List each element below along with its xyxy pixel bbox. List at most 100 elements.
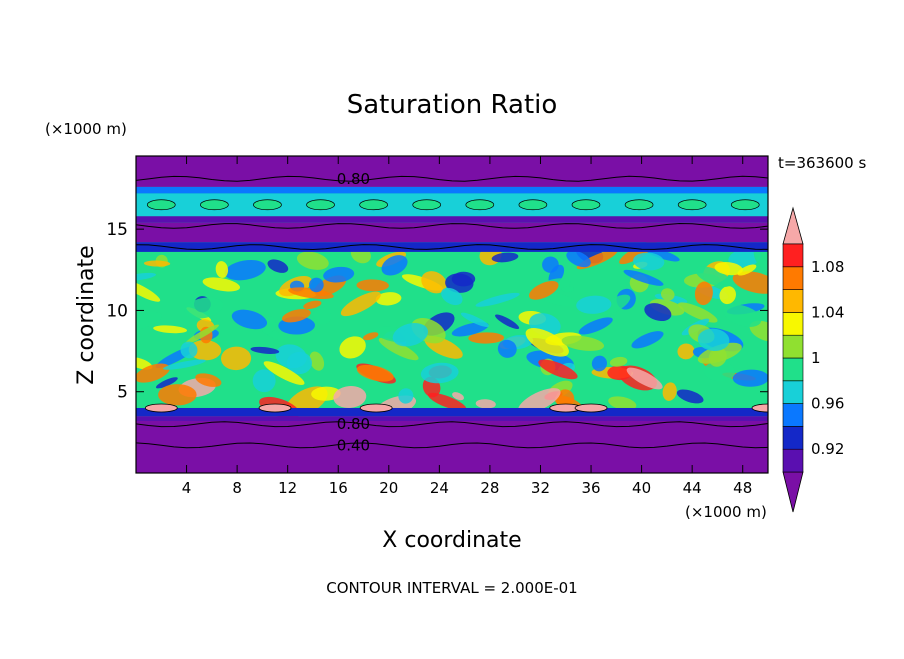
field-patch bbox=[267, 259, 289, 273]
contour-lines bbox=[136, 175, 768, 449]
turbulence-field bbox=[136, 240, 768, 419]
field-patch bbox=[313, 307, 332, 325]
field-patch bbox=[607, 365, 632, 381]
colorbar-bottom-arrow bbox=[782, 471, 804, 513]
lower-warm-spot bbox=[751, 403, 768, 413]
field-patch bbox=[356, 364, 394, 382]
colorbar: 0.92 0.96 1 1.04 1.08 bbox=[782, 206, 844, 513]
field-patch bbox=[309, 277, 324, 293]
field-patch bbox=[375, 292, 402, 306]
field-patch bbox=[381, 255, 408, 276]
contour-label: 0.40 bbox=[337, 436, 370, 454]
field-patch bbox=[475, 399, 496, 409]
field-patch bbox=[215, 261, 229, 278]
band-layer bbox=[136, 186, 768, 194]
field-patch bbox=[250, 346, 280, 354]
x-tick-label: 48 bbox=[733, 479, 752, 497]
upper-eddy bbox=[200, 199, 229, 211]
lower-warm-spot bbox=[258, 403, 292, 413]
field-patch bbox=[362, 332, 379, 341]
contour-interval-footer: CONTOUR INTERVAL = 2.000E-01 bbox=[326, 579, 577, 597]
band-layer bbox=[136, 416, 768, 421]
field-patch bbox=[703, 361, 736, 382]
upper-eddy bbox=[571, 199, 601, 211]
field-patch bbox=[697, 328, 730, 351]
field-patch bbox=[525, 328, 569, 357]
field-patch bbox=[340, 291, 381, 317]
x-unit-label: (×1000 m) bbox=[685, 503, 767, 521]
x-tick-label: 32 bbox=[531, 479, 550, 497]
field-patch bbox=[631, 331, 664, 349]
lower-warm-spot bbox=[574, 403, 608, 413]
field-patch bbox=[136, 356, 153, 370]
field-patch bbox=[732, 271, 768, 294]
colorbar-label: 1 bbox=[811, 349, 821, 367]
band-layer bbox=[136, 216, 768, 223]
chart-title: Saturation Ratio bbox=[347, 90, 558, 120]
field-patch bbox=[136, 363, 170, 383]
field-patch bbox=[220, 346, 252, 371]
field-patch bbox=[286, 351, 313, 375]
colorbar-segment bbox=[782, 380, 804, 404]
band-layer bbox=[136, 420, 768, 473]
x-tick-label: 16 bbox=[329, 479, 348, 497]
field-patch bbox=[281, 309, 311, 323]
field-patch bbox=[578, 317, 613, 335]
field-patch bbox=[136, 279, 161, 302]
field-patch bbox=[288, 287, 334, 300]
field-patch bbox=[311, 386, 341, 401]
field-patch bbox=[398, 388, 414, 404]
upper-eddy bbox=[412, 199, 442, 211]
field-patch bbox=[392, 323, 429, 347]
plot-frame bbox=[135, 155, 769, 474]
y-tick-label: 10 bbox=[106, 301, 128, 321]
field-patch bbox=[737, 264, 757, 276]
field-patch bbox=[185, 324, 219, 344]
field-patch bbox=[695, 266, 732, 288]
field-patch bbox=[460, 312, 489, 327]
field-patch bbox=[323, 266, 355, 283]
field-patch bbox=[452, 392, 464, 401]
upper-eddy bbox=[306, 199, 335, 211]
colorbar-segment bbox=[782, 266, 804, 290]
field-patch bbox=[723, 304, 762, 328]
y-axis-ticks: 5 10 15 bbox=[106, 220, 768, 403]
field-patch bbox=[538, 359, 578, 380]
field-patch bbox=[468, 332, 505, 344]
field-patch bbox=[633, 252, 665, 271]
field-patch bbox=[378, 337, 419, 361]
upper-eddy bbox=[624, 199, 654, 211]
contour-line bbox=[136, 222, 768, 229]
field-patch bbox=[749, 320, 768, 342]
colorbar-label: 0.92 bbox=[811, 440, 844, 458]
field-patch bbox=[576, 295, 612, 314]
field-patch bbox=[263, 361, 305, 385]
x-tick-label: 24 bbox=[430, 479, 449, 497]
x-tick-label: 40 bbox=[632, 479, 651, 497]
field-patch bbox=[188, 340, 222, 361]
field-patch bbox=[491, 252, 519, 263]
field-patch bbox=[427, 392, 467, 411]
x-tick-label: 28 bbox=[480, 479, 499, 497]
field-patch bbox=[333, 385, 367, 409]
band-layer bbox=[136, 156, 768, 187]
field-patch bbox=[202, 277, 241, 292]
field-patch bbox=[339, 336, 366, 359]
field-patch bbox=[676, 389, 704, 404]
field-patch bbox=[136, 311, 162, 331]
field-patch bbox=[495, 314, 520, 330]
y-tick-label: 15 bbox=[106, 220, 128, 240]
field-patch bbox=[678, 302, 718, 323]
y-unit-label: (×1000 m) bbox=[45, 120, 127, 138]
field-patch bbox=[195, 373, 222, 387]
colorbar-segment bbox=[782, 448, 804, 473]
upper-eddy bbox=[677, 199, 707, 211]
field-patch bbox=[224, 259, 266, 281]
x-tick-label: 44 bbox=[683, 479, 702, 497]
upper-eddy bbox=[518, 199, 548, 211]
colorbar-segment bbox=[782, 426, 804, 450]
field-patch bbox=[441, 287, 463, 306]
y-axis-label: Z coordinate bbox=[74, 245, 99, 384]
colorbar-label: 1.04 bbox=[811, 303, 844, 321]
